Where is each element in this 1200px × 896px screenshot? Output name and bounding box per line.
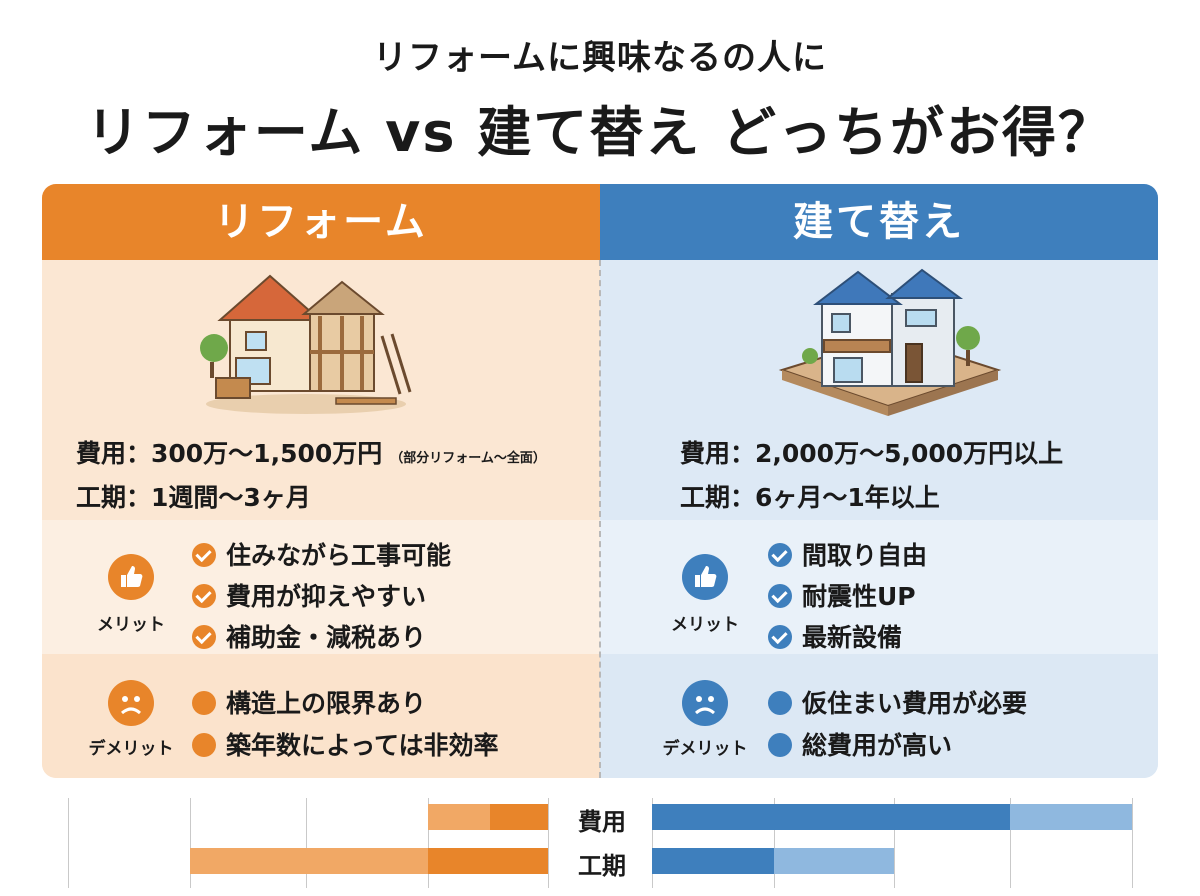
reform-merit-item-1: 住みながら工事可能 <box>192 536 451 572</box>
bar-rebuild-period-extra <box>774 848 894 874</box>
reform-merit-label: メリット <box>97 615 165 635</box>
rebuild-merit-text-2: 耐震性UP <box>802 582 916 611</box>
rebuild-cost: 費用：2,000万〜5,000万円以上 <box>680 439 1064 468</box>
rebuild-merit-text-1: 間取り自由 <box>802 541 928 570</box>
gridline <box>1132 798 1133 888</box>
rebuild-period: 工期：6ヶ月〜1年以上 <box>680 483 940 512</box>
reform-demerit-text-2: 築年数によっては非効率 <box>226 731 499 760</box>
rebuild-heading: 建て替え <box>600 184 1158 260</box>
sad-face-icon <box>682 680 728 726</box>
rebuild-demerit-label: デメリット <box>662 739 748 759</box>
dot-icon <box>768 691 792 715</box>
rebuild-merit-section: メリット 間取り自由 耐震性UP 最新設備 <box>600 520 1158 654</box>
sad-face-icon <box>108 680 154 726</box>
thumbs-up-icon <box>108 554 154 600</box>
dot-icon <box>192 733 216 757</box>
rebuild-merit-label: メリット <box>671 615 739 635</box>
gridline <box>68 798 69 888</box>
chart-label-cost: 費用 <box>578 808 626 836</box>
rebuild-demerit-text-1: 仮住まい費用が必要 <box>802 689 1028 718</box>
thumbs-up-icon <box>682 554 728 600</box>
gridline <box>190 798 191 888</box>
column-divider <box>599 260 601 778</box>
gridline <box>306 798 307 888</box>
rebuild-demerit-item-2: 総費用が高い <box>768 726 952 762</box>
reform-heading: リフォーム <box>42 184 600 260</box>
rebuild-merit-item-1: 間取り自由 <box>768 536 927 572</box>
reform-cost-note: （部分リフォーム〜全面） <box>390 451 546 466</box>
gridline <box>548 798 549 888</box>
reform-merit-text-1: 住みながら工事可能 <box>226 541 452 570</box>
rebuild-demerit-text-2: 総費用が高い <box>802 731 953 760</box>
reform-merit-text-2: 費用が抑えやすい <box>226 582 427 611</box>
reform-column: リフォーム 費用：300万〜1,500万円 （部分リフォーム〜全面） 工期：1週間… <box>42 184 600 778</box>
bar-rebuild-period-base <box>652 848 774 874</box>
check-circle-icon <box>192 543 216 567</box>
reform-demerit-item-1: 構造上の限界あり <box>192 684 426 720</box>
reform-demerit-item-2: 築年数によっては非効率 <box>192 726 499 762</box>
renovating-house-icon <box>200 274 412 414</box>
gridline <box>894 798 895 888</box>
rebuild-merit-text-3: 最新設備 <box>802 623 903 652</box>
page-title: リフォーム vs 建て替え どっちがお得？ <box>85 101 1115 164</box>
bar-reform-period-max <box>428 848 548 874</box>
dot-icon <box>192 691 216 715</box>
gridline <box>1010 798 1011 888</box>
gridline <box>428 798 429 888</box>
reform-merit-section: メリット 住みながら工事可能 費用が抑えやすい 補助金・減税あり <box>42 520 600 654</box>
bar-reform-cost-max <box>490 804 548 830</box>
comparison-bar-chart: 費用 工期 <box>0 790 1200 896</box>
comparison-card: リフォーム 費用：300万〜1,500万円 （部分リフォーム〜全面） 工期：1週間… <box>42 184 1158 778</box>
rebuild-merit-item-2: 耐震性UP <box>768 577 916 613</box>
check-circle-icon <box>192 625 216 649</box>
reform-demerit-section: デメリット 構造上の限界あり 築年数によっては非効率 <box>42 654 600 778</box>
check-circle-icon <box>192 584 216 608</box>
chart-label-period: 工期 <box>578 852 626 880</box>
reform-period: 工期：1週間〜3ヶ月 <box>76 483 311 512</box>
gridline <box>652 798 653 888</box>
dot-icon <box>768 733 792 757</box>
rebuild-demerit-item-1: 仮住まい費用が必要 <box>768 684 1027 720</box>
reform-cost: 費用：300万〜1,500万円 （部分リフォーム〜全面） <box>76 434 546 470</box>
reform-demerit-text-1: 構造上の限界あり <box>226 689 427 718</box>
rebuild-column: 建て替え 費用：2,000万〜5,000万円以上 工期：6ヶ月〜1年以上 メリッ… <box>600 184 1158 778</box>
reform-merit-text-3: 補助金・減税あり <box>226 623 427 652</box>
bar-rebuild-cost-extra <box>1010 804 1132 830</box>
new-house-icon <box>778 268 1002 416</box>
reform-merit-item-3: 補助金・減税あり <box>192 618 426 654</box>
gridline <box>774 798 775 888</box>
reform-merit-item-2: 費用が抑えやすい <box>192 577 426 613</box>
check-circle-icon <box>768 625 792 649</box>
check-circle-icon <box>768 584 792 608</box>
reform-demerit-label: デメリット <box>88 739 174 759</box>
check-circle-icon <box>768 543 792 567</box>
bar-rebuild-cost-base <box>652 804 1010 830</box>
rebuild-demerit-section: デメリット 仮住まい費用が必要 総費用が高い <box>600 654 1158 778</box>
reform-cost-text: 費用：300万〜1,500万円 <box>76 439 383 468</box>
subtitle: リフォームに興味なるの人に <box>373 38 827 78</box>
rebuild-merit-item-3: 最新設備 <box>768 618 902 654</box>
